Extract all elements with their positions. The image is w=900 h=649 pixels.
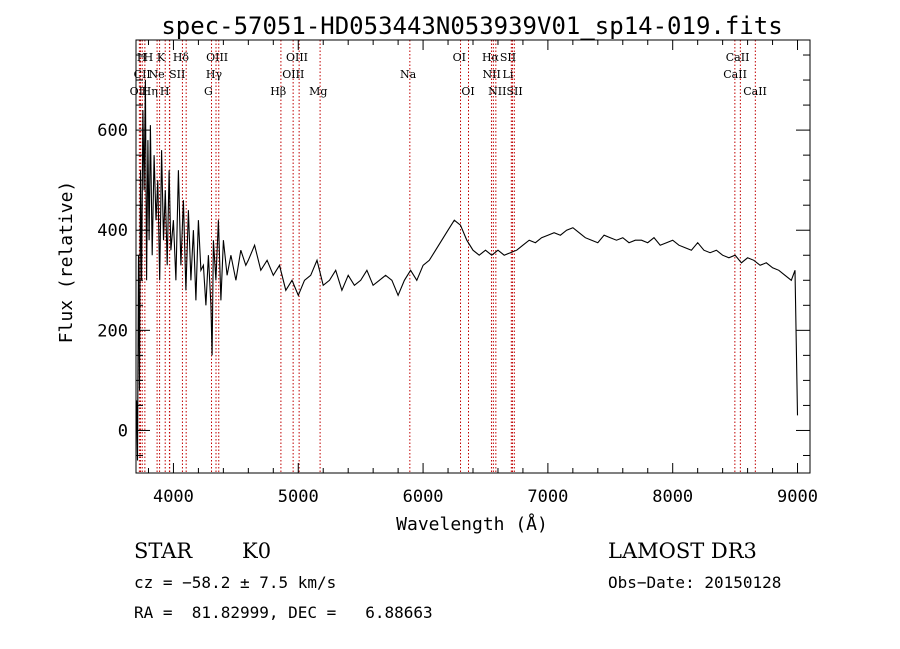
marker-label: OII — [130, 85, 148, 98]
marker-label: NII — [483, 68, 501, 81]
x-axis-ticks: 4000 5000 6000 7000 8000 9000 — [147, 40, 818, 507]
marker-label: Hη — [142, 85, 158, 98]
plot-frame — [135, 39, 811, 474]
marker-label: OIII — [282, 68, 304, 81]
x-tick-label: 7000 — [527, 487, 568, 507]
marker-label: Hγ — [206, 68, 223, 81]
chart-title: spec-57051-HD053443N053939V01_sp14-019.f… — [161, 12, 782, 40]
marker-label: CII — [134, 68, 151, 81]
coordinates: RA = 81.82999, DEC = 6.88663 — [134, 603, 433, 622]
y-tick-label: 600 — [97, 121, 128, 141]
marker-label: Ne — [149, 68, 165, 81]
marker-label: CaII — [726, 51, 750, 64]
marker-label: Na — [400, 68, 417, 81]
marker-label: Hα — [482, 51, 500, 64]
marker-label: Hβ — [270, 85, 286, 98]
x-axis-label: Wavelength (Å) — [396, 513, 548, 535]
marker-label: H — [137, 51, 147, 64]
marker-label: OIII — [286, 51, 308, 64]
y-tick-label: 0 — [118, 421, 128, 441]
marker-label: OI — [453, 51, 466, 64]
marker-label: CaII — [743, 85, 767, 98]
x-tick-label: 5000 — [278, 487, 319, 507]
marker-label: Li — [503, 68, 514, 81]
x-tick-label: 4000 — [153, 487, 194, 507]
marker-label: Mg — [309, 85, 327, 98]
line-markers — [138, 40, 756, 473]
marker-label: H — [144, 51, 154, 64]
object-subclass: K0 — [242, 539, 272, 563]
marker-label: OIII — [206, 51, 228, 64]
marker-label: SII — [169, 68, 185, 81]
observation-date: Obs−Date: 20150128 — [608, 573, 782, 592]
x-tick-label: 6000 — [403, 487, 444, 507]
marker-label: K — [157, 51, 166, 64]
marker-label: OI — [461, 85, 474, 98]
marker-label: G — [204, 85, 213, 98]
y-axis-ticks: 0 200 400 600 — [97, 54, 810, 456]
object-class: STAR — [134, 539, 193, 563]
marker-label: H — [160, 85, 170, 98]
y-tick-label: 400 — [97, 221, 128, 241]
y-tick-label: 200 — [97, 321, 128, 341]
marker-label: Hδ — [173, 51, 190, 64]
x-tick-label: 8000 — [652, 487, 693, 507]
redshift-velocity: cz = −58.2 ± 7.5 km/s — [134, 573, 337, 592]
x-tick-label: 9000 — [777, 487, 818, 507]
y-axis-label: Flux (relative) — [56, 181, 77, 344]
marker-label: NIISII — [488, 85, 523, 98]
marker-label: SII — [500, 51, 516, 64]
survey-name: LAMOST DR3 — [608, 539, 757, 563]
flux-series-line — [136, 79, 799, 461]
marker-label: CaII — [723, 68, 747, 81]
